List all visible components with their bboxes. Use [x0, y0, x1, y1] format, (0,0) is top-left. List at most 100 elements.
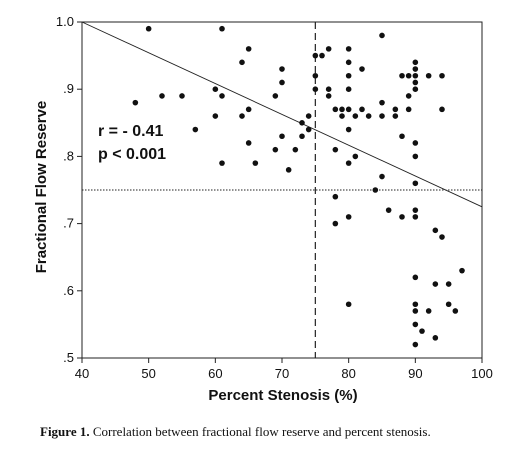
data-point	[312, 72, 319, 79]
data-point	[339, 106, 345, 113]
data-point	[379, 113, 385, 119]
data-point	[432, 227, 439, 234]
data-point	[412, 341, 419, 348]
data-point	[132, 99, 139, 106]
data-point	[345, 214, 352, 220]
data-point	[325, 46, 332, 52]
data-point	[359, 66, 365, 72]
data-point	[379, 32, 385, 39]
data-point	[272, 146, 279, 153]
data-point	[292, 146, 299, 153]
data-point	[245, 140, 252, 146]
data-point	[345, 59, 352, 66]
data-point	[412, 207, 419, 213]
data-point	[212, 86, 219, 92]
regression-line	[81, 21, 483, 208]
data-point	[345, 86, 352, 92]
data-point	[379, 173, 385, 180]
data-point	[345, 160, 352, 166]
data-point	[345, 106, 352, 113]
data-point	[405, 93, 412, 99]
data-point	[412, 59, 419, 66]
data-point	[379, 99, 385, 106]
x-tick-label: 80	[341, 366, 355, 381]
data-point	[412, 72, 419, 79]
data-point	[432, 281, 439, 287]
figure-caption: Figure 1. Correlation between fractional…	[40, 424, 510, 440]
data-point	[332, 193, 339, 200]
data-point	[299, 133, 305, 140]
data-point	[312, 86, 319, 92]
x-axis-title: Percent Stenosis (%)	[208, 387, 357, 404]
p-value-annotation: p < 0.001	[98, 146, 166, 163]
data-point	[239, 113, 245, 119]
data-point	[412, 66, 419, 72]
x-tick-label: 60	[208, 366, 222, 381]
x-tick-label: 70	[275, 366, 289, 381]
data-point	[325, 86, 332, 92]
x-tick-label: 100	[471, 366, 493, 381]
data-point	[425, 72, 432, 79]
data-point	[285, 167, 292, 173]
y-tick-label: .6	[63, 283, 74, 298]
data-point	[365, 113, 372, 119]
y-tick-label: .9	[63, 81, 74, 96]
x-tick-label: 90	[408, 366, 422, 381]
data-point	[392, 106, 399, 113]
data-point	[412, 301, 419, 308]
data-point	[392, 113, 399, 119]
data-point	[312, 52, 319, 59]
x-tick-label: 50	[141, 366, 155, 381]
y-tick-label: .5	[63, 350, 74, 365]
data-point	[325, 93, 332, 99]
data-point	[212, 113, 219, 119]
data-point	[359, 106, 365, 113]
y-tick-label: .8	[63, 148, 74, 163]
data-point	[252, 160, 259, 166]
data-point	[412, 274, 419, 281]
data-point	[419, 328, 425, 334]
data-point	[372, 187, 379, 193]
data-point	[219, 93, 225, 99]
data-point	[459, 267, 465, 274]
data-point	[425, 308, 432, 314]
data-point	[272, 93, 279, 99]
data-point	[192, 126, 199, 133]
data-point	[279, 66, 285, 72]
data-point	[445, 281, 452, 287]
data-point	[159, 93, 165, 99]
figure-caption-label: Figure 1.	[40, 424, 90, 439]
y-tick-label: 1.0	[56, 14, 74, 29]
x-tick-label: 40	[75, 366, 89, 381]
data-point	[412, 180, 419, 187]
data-point	[339, 113, 345, 119]
data-point	[345, 301, 352, 308]
data-point	[305, 113, 312, 119]
data-point	[432, 335, 439, 341]
data-point	[412, 321, 419, 328]
y-axis-title: Fractional Flow Reserve	[33, 101, 50, 274]
data-point	[405, 106, 412, 113]
data-point	[439, 72, 445, 79]
data-point	[412, 308, 419, 314]
data-point	[179, 93, 185, 99]
data-point	[245, 46, 252, 52]
data-point	[345, 46, 352, 52]
data-point	[439, 234, 445, 240]
data-point	[445, 301, 452, 308]
data-point	[239, 59, 245, 66]
data-point	[412, 153, 419, 160]
data-point	[279, 79, 285, 86]
data-point	[145, 25, 152, 32]
data-point	[385, 207, 392, 213]
data-point	[352, 113, 359, 119]
data-point	[319, 52, 325, 59]
data-point	[219, 160, 225, 166]
r-value-annotation: r = - 0.41	[98, 123, 163, 140]
data-point	[219, 25, 225, 32]
data-point	[332, 146, 339, 153]
data-point	[245, 106, 252, 113]
data-point	[399, 72, 405, 79]
data-point	[332, 220, 339, 227]
figure-caption-text: Correlation between fractional flow rese…	[89, 424, 431, 439]
